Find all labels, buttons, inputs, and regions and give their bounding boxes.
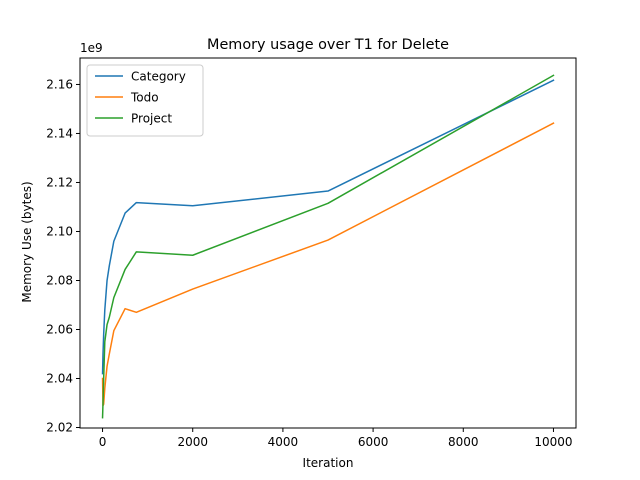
plot-area-frame xyxy=(79,57,577,429)
axis-ticks: 0 2000 4000 6000 8000 10000 2.02 2.04 2.06 2.08 2.… xyxy=(46,77,572,449)
y-axis-label: Memory Use (bytes) xyxy=(20,181,34,302)
legend: Category Todo Project xyxy=(86,64,204,137)
legend-label-category: Category xyxy=(131,70,186,84)
y-tick-label: 2.02 xyxy=(46,421,73,435)
series-lines xyxy=(101,74,555,419)
x-tick-label: 8000 xyxy=(448,435,479,449)
x-tick-label: 0 xyxy=(99,435,107,449)
x-tick-label: 6000 xyxy=(358,435,389,449)
x-tick-label: 10000 xyxy=(534,435,572,449)
y-tick-label: 2.12 xyxy=(46,175,73,189)
legend-label-todo: Todo xyxy=(130,91,159,105)
y-tick-label: 2.16 xyxy=(46,77,73,91)
y-offset-label: 1e9 xyxy=(80,41,103,55)
series-line-category xyxy=(101,79,555,375)
x-tick-label: 2000 xyxy=(177,435,208,449)
y-tick-label: 2.04 xyxy=(46,372,73,386)
y-tick-label: 2.08 xyxy=(46,273,73,287)
x-axis-label: Iteration xyxy=(303,456,354,470)
chart-title: Memory usage over T1 for Delete xyxy=(207,37,449,53)
x-tick-label: 4000 xyxy=(268,435,299,449)
y-tick-label: 2.06 xyxy=(46,322,73,336)
legend-label-project: Project xyxy=(131,112,172,126)
y-tick-label: 2.10 xyxy=(46,224,73,238)
y-tick-label: 2.14 xyxy=(46,126,73,140)
series-line-project xyxy=(101,74,555,419)
